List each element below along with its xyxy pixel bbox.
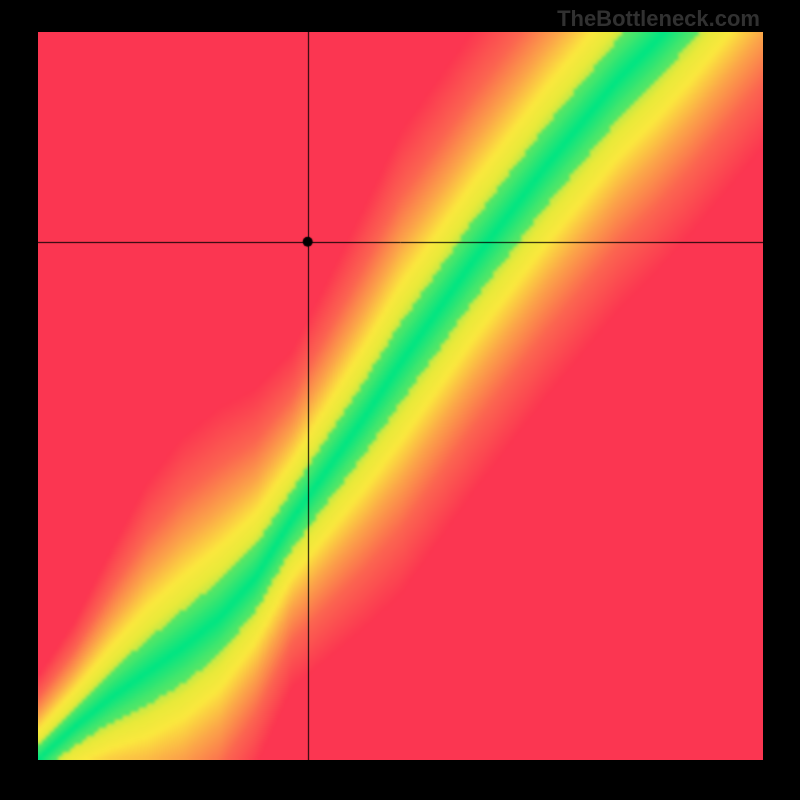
- watermark-text: TheBottleneck.com: [557, 6, 760, 32]
- figure-container: TheBottleneck.com: [0, 0, 800, 800]
- bottleneck-heatmap: [38, 32, 763, 760]
